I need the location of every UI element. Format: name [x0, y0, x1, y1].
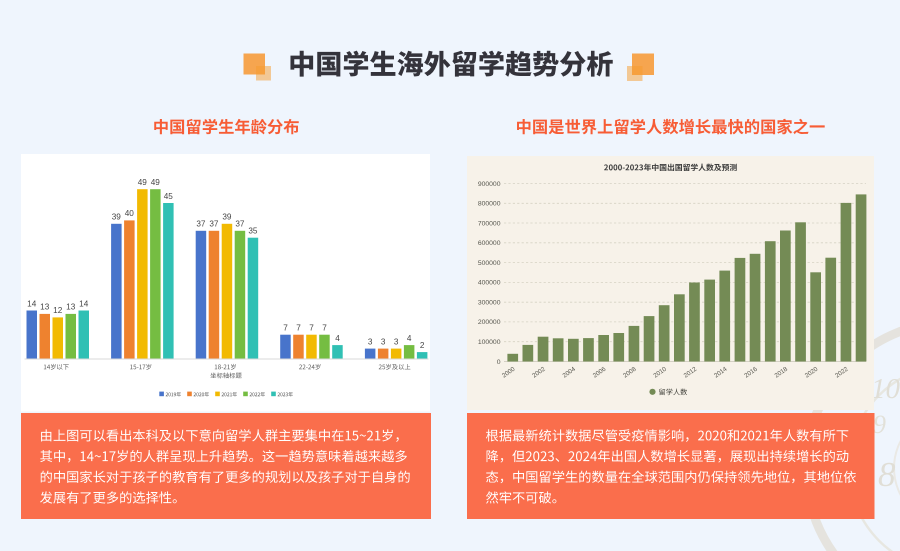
- svg-text:9: 9: [873, 410, 886, 439]
- svg-text:3: 3: [368, 337, 373, 346]
- svg-text:10: 10: [871, 373, 900, 405]
- svg-text:49: 49: [151, 178, 161, 187]
- svg-text:12: 12: [53, 306, 63, 315]
- svg-text:35: 35: [248, 227, 258, 236]
- svg-text:7: 7: [322, 324, 327, 333]
- svg-text:13: 13: [66, 303, 76, 312]
- svg-text:900000: 900000: [478, 181, 501, 188]
- svg-text:40: 40: [125, 209, 135, 218]
- svg-text:500000: 500000: [478, 260, 501, 267]
- svg-text:200000: 200000: [478, 319, 501, 326]
- svg-text:37: 37: [235, 220, 245, 229]
- svg-text:700000: 700000: [478, 220, 501, 227]
- svg-text:7: 7: [283, 324, 288, 333]
- svg-text:3: 3: [381, 337, 386, 346]
- svg-text:300000: 300000: [478, 300, 501, 307]
- svg-text:3: 3: [394, 337, 399, 346]
- svg-text:37: 37: [196, 220, 206, 229]
- svg-text:7: 7: [309, 324, 314, 333]
- svg-text:800000: 800000: [478, 201, 501, 208]
- svg-text:2: 2: [420, 341, 425, 350]
- svg-text:4: 4: [407, 334, 412, 343]
- svg-text:45: 45: [164, 192, 174, 201]
- svg-text:37: 37: [209, 220, 219, 229]
- svg-text:0: 0: [497, 359, 501, 366]
- svg-text:14: 14: [79, 299, 89, 308]
- svg-text:400000: 400000: [478, 280, 501, 287]
- svg-text:600000: 600000: [478, 240, 501, 247]
- svg-text:100000: 100000: [478, 339, 501, 346]
- svg-text:8: 8: [878, 455, 896, 494]
- svg-text:7: 7: [296, 324, 301, 333]
- svg-text:39: 39: [222, 213, 232, 222]
- svg-text:4: 4: [335, 334, 340, 343]
- svg-text:13: 13: [40, 303, 50, 312]
- svg-text:49: 49: [138, 178, 148, 187]
- svg-text:39: 39: [112, 213, 122, 222]
- svg-text:14: 14: [27, 299, 37, 308]
